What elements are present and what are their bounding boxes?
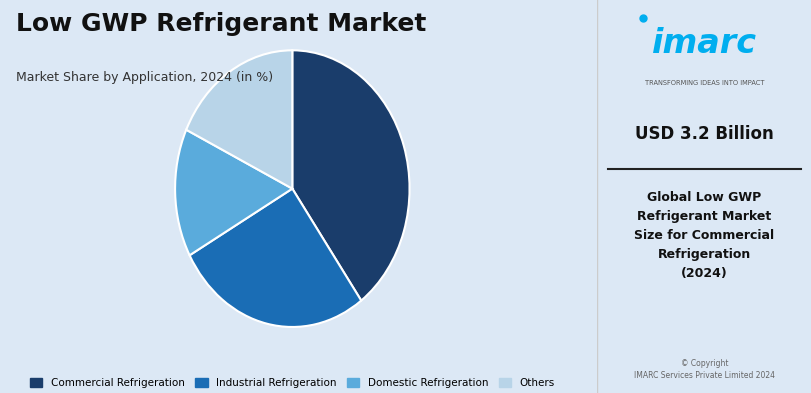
Legend: Commercial Refrigeration, Industrial Refrigeration, Domestic Refrigeration, Othe: Commercial Refrigeration, Industrial Ref… xyxy=(27,375,557,391)
Text: Low GWP Refrigerant Market: Low GWP Refrigerant Market xyxy=(16,12,426,36)
Wedge shape xyxy=(186,50,292,189)
Wedge shape xyxy=(292,50,409,301)
Text: Market Share by Application, 2024 (in %): Market Share by Application, 2024 (in %) xyxy=(16,71,273,84)
Text: TRANSFORMING IDEAS INTO IMPACT: TRANSFORMING IDEAS INTO IMPACT xyxy=(644,79,763,86)
Wedge shape xyxy=(189,189,361,327)
Text: USD 3.2 Billion: USD 3.2 Billion xyxy=(634,125,773,143)
Text: imarc: imarc xyxy=(651,27,756,60)
Wedge shape xyxy=(175,130,292,255)
Text: © Copyright
IMARC Services Private Limited 2024: © Copyright IMARC Services Private Limit… xyxy=(633,359,774,380)
Text: Global Low GWP
Refrigerant Market
Size for Commercial
Refrigeration
(2024): Global Low GWP Refrigerant Market Size f… xyxy=(633,191,774,280)
